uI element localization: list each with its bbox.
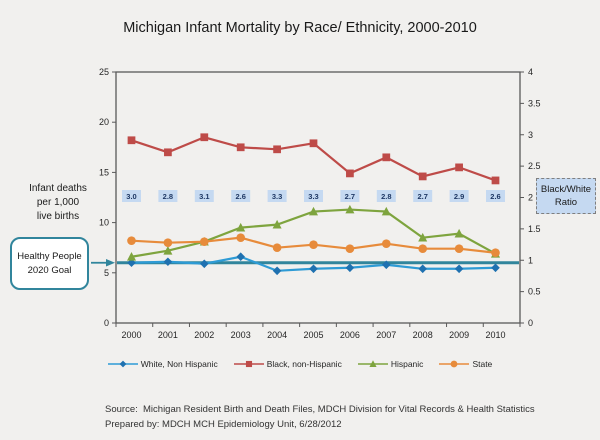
svg-text:2004: 2004 [267, 330, 287, 340]
svg-text:2003: 2003 [231, 330, 251, 340]
svg-text:2002: 2002 [194, 330, 214, 340]
svg-text:25: 25 [99, 67, 109, 77]
series-hispanic [126, 204, 501, 261]
series-black-non-hispanic [127, 133, 500, 185]
legend-item-black-non-hispanic: Black, non-Hispanic [233, 359, 342, 369]
legend-label: Black, non-Hispanic [266, 359, 342, 369]
svg-text:15: 15 [99, 167, 109, 177]
svg-text:2.7: 2.7 [345, 192, 355, 201]
left-axis-label: Infant deaths per 1,000 live births [29, 183, 87, 222]
svg-text:2006: 2006 [340, 330, 360, 340]
svg-text:0.5: 0.5 [528, 287, 541, 297]
legend-marker-circle-icon [439, 360, 470, 368]
healthy-people-2020-goal-callout: Healthy People 2020 Goal [10, 237, 89, 290]
legend-label: Hispanic [390, 359, 424, 369]
svg-text:2001: 2001 [158, 330, 178, 340]
svg-text:3.5: 3.5 [528, 98, 541, 108]
footer-source-line: Source: Michigan Resident Birth and Deat… [105, 404, 535, 415]
legend-label: State [472, 359, 493, 369]
legend-label: White, Non Hispanic [140, 359, 218, 369]
series-white-non-hispanic [127, 252, 500, 276]
legend-marker-square-icon [233, 360, 264, 368]
svg-text:2.9: 2.9 [454, 192, 464, 201]
svg-text:2.6: 2.6 [235, 192, 245, 201]
svg-text:2005: 2005 [303, 330, 323, 340]
svg-text:3: 3 [528, 130, 533, 140]
svg-text:3.3: 3.3 [308, 192, 318, 201]
svg-text:2.8: 2.8 [163, 192, 173, 201]
svg-text:1: 1 [528, 255, 533, 265]
legend-item-hispanic: Hispanic [357, 359, 424, 369]
svg-text:1.5: 1.5 [528, 224, 541, 234]
svg-text:2.5: 2.5 [528, 161, 541, 171]
svg-text:3.0: 3.0 [126, 192, 136, 201]
legend: White, Non Hispanic Black, non-Hispanic Hi… [0, 359, 600, 369]
svg-text:4: 4 [528, 67, 533, 77]
svg-text:2.8: 2.8 [381, 192, 391, 201]
svg-text:2.6: 2.6 [490, 192, 500, 201]
svg-text:2.7: 2.7 [417, 192, 427, 201]
svg-text:2009: 2009 [449, 330, 469, 340]
svg-text:3.3: 3.3 [272, 192, 282, 201]
svg-text:3.1: 3.1 [199, 192, 209, 201]
legend-marker-diamond-icon [107, 360, 138, 368]
legend-marker-triangle-icon [357, 360, 388, 368]
svg-text:10: 10 [99, 218, 109, 228]
black-white-ratio-label: Black/White Ratio [536, 178, 596, 214]
legend-item-state: State [439, 359, 492, 369]
legend-item-white-non-hispanic: White, Non Hispanic [107, 359, 218, 369]
svg-text:2007: 2007 [376, 330, 396, 340]
svg-text:20: 20 [99, 117, 109, 127]
svg-text:2010: 2010 [485, 330, 505, 340]
svg-text:2: 2 [528, 193, 533, 203]
footer-prepared-line: Prepared by: MDCH MCH Epidemiology Unit,… [105, 418, 342, 430]
svg-text:0: 0 [528, 318, 533, 328]
svg-text:2000: 2000 [121, 330, 141, 340]
svg-text:2008: 2008 [413, 330, 433, 340]
footer: Source: Michigan Resident Birth and Deat… [105, 403, 595, 432]
chart-title: Michigan Infant Mortality by Race/ Ethni… [123, 20, 477, 36]
svg-text:5: 5 [104, 268, 109, 278]
ratio-labels: 3.0 2.8 3.1 2.6 3.3 3.3 2.7 2.8 2.7 2.9 2.6 [122, 190, 505, 202]
svg-text:0: 0 [104, 318, 109, 328]
series-state [127, 233, 500, 258]
